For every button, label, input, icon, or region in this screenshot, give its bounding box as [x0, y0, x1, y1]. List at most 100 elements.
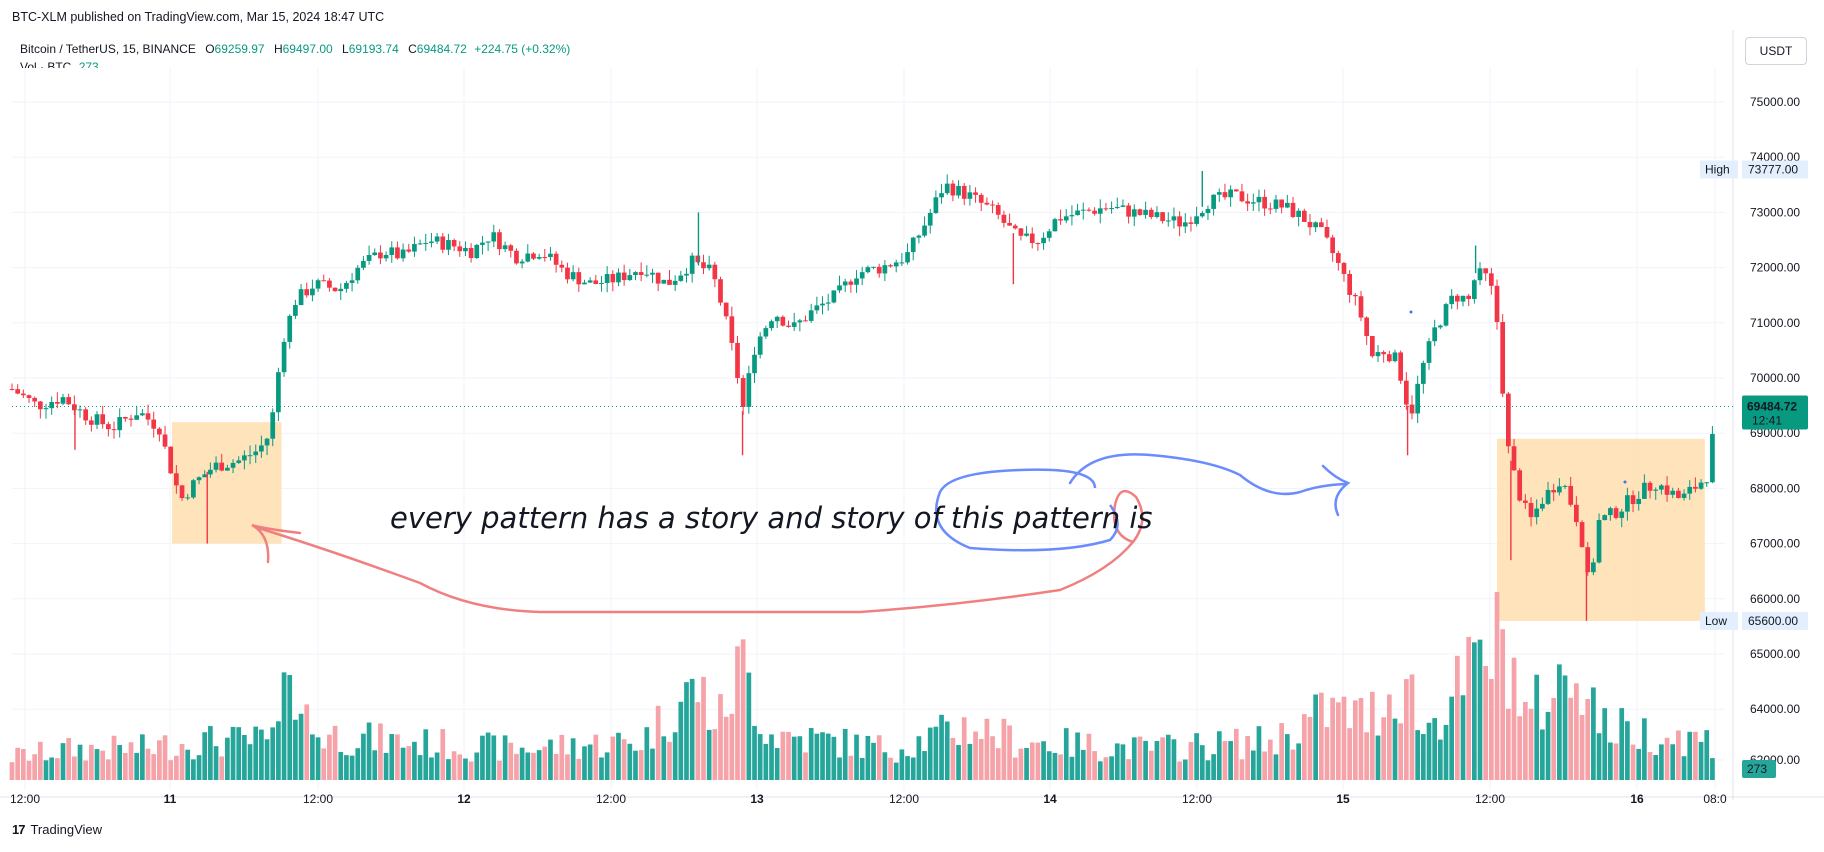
- candle-up[interactable]: [366, 255, 372, 261]
- candle-down[interactable]: [1398, 352, 1404, 381]
- candle-up[interactable]: [1591, 562, 1596, 573]
- candle-down[interactable]: [655, 272, 661, 284]
- candle-down[interactable]: [1630, 495, 1636, 505]
- candle-down[interactable]: [1267, 208, 1273, 210]
- candle-up[interactable]: [684, 273, 689, 276]
- candle-down[interactable]: [15, 389, 21, 394]
- candle-up[interactable]: [1540, 503, 1545, 509]
- candle-down[interactable]: [1386, 354, 1392, 362]
- candle-down[interactable]: [1126, 205, 1131, 217]
- candle-up[interactable]: [1097, 208, 1103, 214]
- candle-down[interactable]: [1035, 243, 1041, 245]
- candle-up[interactable]: [1109, 208, 1114, 210]
- candle-up[interactable]: [859, 272, 865, 279]
- candle-down[interactable]: [1568, 485, 1574, 505]
- candle-up[interactable]: [259, 445, 264, 452]
- candle-up[interactable]: [797, 320, 803, 323]
- candle-up[interactable]: [1449, 295, 1455, 305]
- candle-up[interactable]: [633, 272, 638, 276]
- candle-up[interactable]: [763, 328, 769, 337]
- candle-down[interactable]: [1511, 446, 1517, 471]
- candle-down[interactable]: [157, 428, 162, 435]
- candle-up[interactable]: [1653, 489, 1659, 491]
- candle-up[interactable]: [627, 275, 633, 281]
- candle-up[interactable]: [196, 477, 202, 481]
- candle-down[interactable]: [1551, 489, 1557, 493]
- candle-up[interactable]: [400, 249, 406, 259]
- candle-down[interactable]: [1364, 317, 1370, 337]
- candle-up[interactable]: [389, 247, 395, 255]
- candle-up[interactable]: [1211, 194, 1216, 209]
- candle-up[interactable]: [1420, 362, 1426, 384]
- candle-up[interactable]: [865, 267, 871, 273]
- candle-up[interactable]: [1228, 189, 1233, 198]
- candle-up[interactable]: [905, 252, 910, 263]
- candle-up[interactable]: [1063, 216, 1069, 221]
- candle-down[interactable]: [1330, 237, 1335, 254]
- candle-down[interactable]: [978, 194, 984, 203]
- candle-up[interactable]: [1460, 295, 1466, 302]
- candle-down[interactable]: [638, 272, 644, 275]
- candle-up[interactable]: [599, 282, 604, 285]
- candle-up[interactable]: [140, 413, 145, 416]
- candle-down[interactable]: [1301, 210, 1307, 222]
- candle-up[interactable]: [1216, 192, 1222, 195]
- candle-up[interactable]: [185, 497, 191, 499]
- candle-up[interactable]: [519, 261, 525, 264]
- candle-up[interactable]: [854, 278, 859, 285]
- candle-up[interactable]: [242, 455, 247, 461]
- candle-down[interactable]: [1103, 208, 1109, 210]
- candle-down[interactable]: [514, 250, 519, 264]
- candle-down[interactable]: [701, 262, 706, 269]
- candle-down[interactable]: [179, 485, 185, 499]
- candle-down[interactable]: [1137, 209, 1143, 215]
- candle-up[interactable]: [548, 253, 553, 258]
- candle-up[interactable]: [434, 236, 440, 242]
- candle-up[interactable]: [1636, 498, 1642, 505]
- candle-up[interactable]: [293, 305, 298, 316]
- candle-down[interactable]: [1086, 209, 1092, 211]
- candle-up[interactable]: [1131, 209, 1137, 217]
- candle-down[interactable]: [1528, 502, 1534, 518]
- candle-up[interactable]: [474, 244, 480, 259]
- candle-up[interactable]: [650, 272, 655, 275]
- candle-up[interactable]: [1120, 205, 1126, 207]
- candle-up[interactable]: [1392, 352, 1398, 362]
- tradingview-logo[interactable]: 17 TradingView: [12, 822, 102, 837]
- candle-up[interactable]: [446, 240, 451, 250]
- candle-down[interactable]: [123, 416, 128, 419]
- candle-down[interactable]: [1574, 504, 1579, 523]
- candle-up[interactable]: [1443, 304, 1449, 326]
- candle-up[interactable]: [1046, 231, 1052, 238]
- candle-up[interactable]: [1687, 486, 1693, 494]
- candle-up[interactable]: [491, 232, 497, 242]
- candle-down[interactable]: [1517, 470, 1523, 501]
- candle-down[interactable]: [1579, 522, 1585, 548]
- candle-up[interactable]: [1273, 199, 1279, 209]
- candle-down[interactable]: [219, 462, 225, 471]
- candle-up[interactable]: [893, 262, 899, 267]
- candle-up[interactable]: [315, 280, 321, 289]
- candle-up[interactable]: [967, 192, 973, 199]
- candle-down[interactable]: [1381, 352, 1387, 355]
- candle-up[interactable]: [310, 288, 315, 296]
- candle-up[interactable]: [191, 480, 196, 498]
- candle-up[interactable]: [1426, 341, 1432, 363]
- candle-down[interactable]: [1676, 490, 1681, 498]
- candle-down[interactable]: [1409, 404, 1415, 414]
- candle-down[interactable]: [497, 232, 502, 250]
- candle-down[interactable]: [1454, 295, 1460, 302]
- candle-up[interactable]: [922, 225, 927, 236]
- candle-down[interactable]: [876, 266, 882, 274]
- candle-up[interactable]: [372, 252, 378, 256]
- candle-up[interactable]: [1284, 202, 1290, 208]
- candle-up[interactable]: [429, 241, 434, 243]
- candle-down[interactable]: [1324, 227, 1330, 238]
- plot-area[interactable]: [12, 68, 1725, 790]
- candle-up[interactable]: [276, 372, 281, 413]
- candle-up[interactable]: [757, 336, 763, 355]
- candle-up[interactable]: [1069, 215, 1075, 217]
- candle-down[interactable]: [304, 289, 310, 296]
- candle-up[interactable]: [480, 242, 485, 245]
- candle-up[interactable]: [225, 467, 230, 471]
